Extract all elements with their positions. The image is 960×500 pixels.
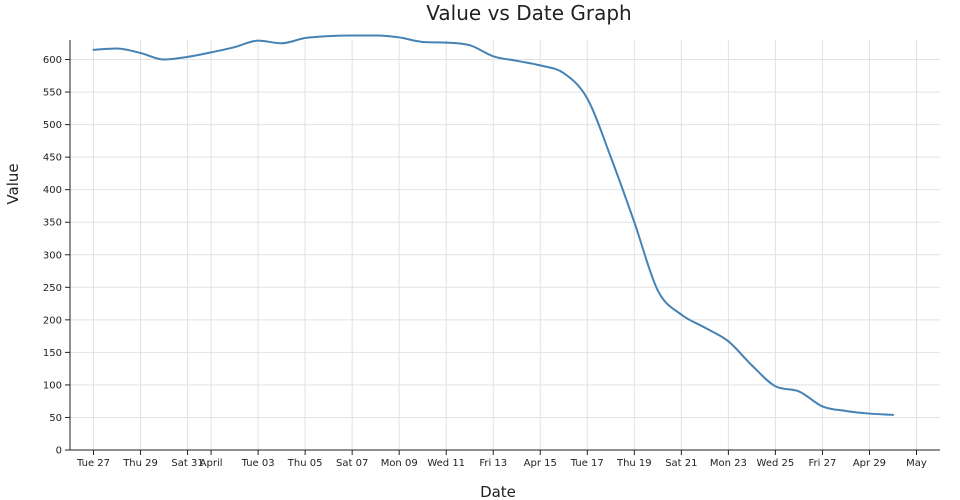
y-tick-label: 0 [56,446,62,457]
x-tick-label: Thu 29 [122,458,158,469]
y-tick-label: 200 [43,315,62,326]
x-tick-label: Mon 09 [381,458,418,469]
data-point [421,41,424,43]
data-point [845,410,847,412]
y-tick-label: 550 [43,88,62,99]
data-point [139,52,142,54]
y-tick-label: 50 [49,413,62,424]
data-point [163,58,165,61]
data-point [92,48,95,51]
y-axis-ticks: 0 50 100 150 200 250 300 350 400 450 500 550 600 [43,55,70,457]
y-axis-title: Value [4,163,22,204]
x-tick-label: Tue 17 [570,458,604,469]
data-point [210,51,212,54]
data-point [892,413,894,416]
data-point [609,156,612,159]
data-point [304,37,307,39]
data-point [327,35,330,37]
x-tick-label: Wed 25 [757,458,795,469]
y-tick-label: 300 [43,250,62,261]
x-tick-label: Thu 19 [616,458,652,469]
data-point [703,326,706,329]
data-point [280,42,283,45]
data-point [445,41,448,44]
data-point [798,390,800,393]
data-point [186,56,189,58]
data-point [750,364,753,367]
data-point [868,412,871,415]
y-tick-label: 250 [43,283,62,294]
y-tick-label: 400 [43,185,62,196]
x-tick-label: Mon 23 [710,458,747,469]
x-tick-label: Sat 21 [665,458,697,469]
data-point [562,72,565,75]
data-point [774,385,777,388]
data-point [515,59,518,62]
data-point [680,313,683,316]
y-tick-label: 600 [43,55,62,66]
data-point [351,34,354,37]
data-point [468,44,471,47]
x-tick-label: April [200,458,223,469]
data-point [633,221,636,224]
data-point [492,55,495,58]
x-tick-label: May [906,458,927,469]
data-point [656,289,659,292]
data-point [821,405,824,408]
x-tick-label: Apr 15 [524,458,557,469]
grid [70,40,940,451]
chart-title: Value vs Date Graph [426,1,631,25]
y-tick-label: 100 [43,380,62,391]
x-tick-label: Fri 13 [479,458,507,469]
data-point [233,46,236,49]
x-tick-label: Thu 05 [287,458,323,469]
x-tick-label: Sat 07 [336,458,368,469]
y-tick-label: 150 [43,348,62,359]
y-tick-label: 450 [43,153,62,164]
x-tick-label: Wed 11 [427,458,465,469]
x-tick-label: Tue 03 [241,458,275,469]
data-point [374,34,377,37]
data-point [539,64,542,67]
data-point [257,39,260,42]
x-tick-label: Sat 31 [171,458,203,469]
y-tick-label: 500 [43,120,62,131]
x-tick-label: Fri 27 [809,458,837,469]
axes [69,40,940,451]
data-point [727,340,730,343]
data-point [586,97,589,100]
x-tick-label: Tue 27 [76,458,110,469]
data-point [116,47,118,50]
data-point [398,36,401,39]
y-tick-label: 350 [43,218,62,229]
series-layer [92,34,894,416]
x-axis-title: Date [480,483,516,500]
x-tick-label: Apr 29 [853,458,886,469]
